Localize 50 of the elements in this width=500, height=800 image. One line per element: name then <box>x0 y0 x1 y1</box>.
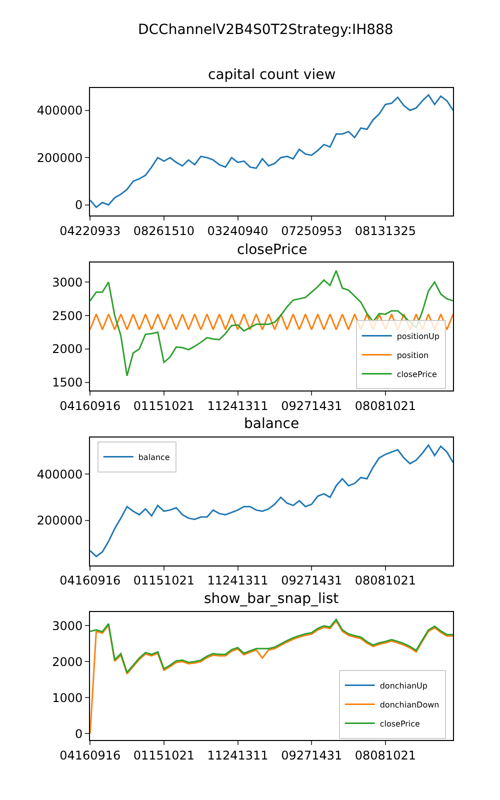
text: DCChannelV2B4S0T2Strategy:IH888 <box>138 22 394 38</box>
y-tick-label: 1000 <box>52 690 83 705</box>
y-tick-label: 2500 <box>52 308 83 323</box>
y-tick-label: 200000 <box>36 150 83 165</box>
x-tick-label: 03240940 <box>207 224 268 238</box>
line-series <box>90 270 454 377</box>
x-tick-label: 04160916 <box>60 574 121 588</box>
legend-label: positionUp <box>396 332 440 341</box>
y-tick-label: 400000 <box>36 467 83 482</box>
chart-title: show_bar_snap_list <box>204 591 340 607</box>
y-tick-label: 3000 <box>52 618 83 633</box>
x-tick-label: 09271431 <box>281 574 342 588</box>
x-tick-label: 01151021 <box>133 398 194 413</box>
chart-title: capital count view <box>208 67 336 83</box>
chart-title: balance <box>244 416 300 432</box>
x-tick-label: 08131325 <box>354 224 416 238</box>
y-tick-label: 0 <box>75 726 83 741</box>
line-series <box>90 94 454 208</box>
x-tick-label: 04220933 <box>60 224 121 238</box>
legend-label: donchianUp <box>380 681 428 690</box>
line-series <box>90 618 454 674</box>
y-tick-label: 200000 <box>36 514 83 528</box>
x-tick-label: 01151021 <box>133 574 194 588</box>
x-tick-label: 11241311 <box>207 398 268 413</box>
y-tick-label: 400000 <box>36 104 83 118</box>
y-tick-label: 1500 <box>52 376 83 390</box>
x-tick-label: 09271431 <box>281 398 342 413</box>
x-tick-label: 01151021 <box>133 748 194 762</box>
chart-title: closePrice <box>237 242 308 258</box>
x-tick-label: 04160916 <box>60 748 121 762</box>
legend-label: closePrice <box>396 370 438 379</box>
legend-label: position <box>396 350 429 360</box>
legend-label: closePrice <box>380 719 420 728</box>
x-tick-label: 08081021 <box>354 574 416 588</box>
legend-label: balance <box>138 452 170 462</box>
y-tick-label: 2000 <box>52 342 83 356</box>
x-tick-label: 11241311 <box>207 574 268 588</box>
x-tick-label: 08081021 <box>354 748 416 762</box>
x-tick-label: 11241311 <box>207 748 268 762</box>
x-tick-label: 08261510 <box>133 224 194 238</box>
x-tick-label: 09271431 <box>281 748 342 762</box>
y-tick-label: 0 <box>75 198 83 212</box>
line-series <box>90 444 454 558</box>
line-series <box>90 620 454 734</box>
legend-label: donchianDown <box>380 700 440 710</box>
x-tick-label: 07250953 <box>281 224 342 238</box>
y-tick-label: 2000 <box>52 654 83 669</box>
x-tick-label: 04160916 <box>60 398 121 413</box>
x-tick-label: 08081021 <box>354 398 416 413</box>
y-tick-label: 3000 <box>52 275 83 290</box>
